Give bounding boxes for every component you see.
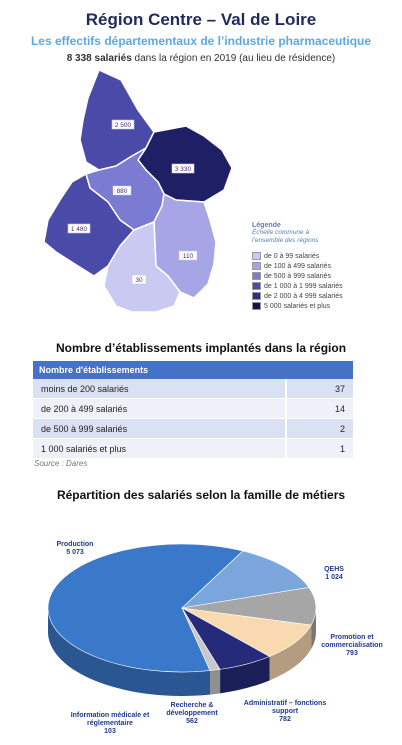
pie-slice-label: QEHS 1 024: [304, 566, 364, 582]
pie-slice: [181, 550, 310, 609]
department-label: 30: [135, 277, 143, 284]
establishments-table: Nombre d'établissements moins de 200 sal…: [33, 361, 353, 459]
legend-swatch: [252, 302, 261, 310]
pie-slice-value: 562: [186, 718, 198, 725]
pie-slice-value: 782: [279, 716, 291, 723]
establishments-table-title: Nombre d’établissements implantés dans l…: [55, 341, 347, 355]
pie-slice-value: 1 024: [325, 574, 343, 581]
pie-slice-value: 793: [346, 650, 358, 657]
row-label: de 200 à 499 salariés: [33, 398, 286, 419]
pie-slice-name: Administratif – fonctions support: [243, 700, 327, 715]
pie-slice-name: Production: [56, 541, 94, 548]
legend-item: de 500 à 999 salariés: [252, 271, 343, 281]
legend-swatch: [252, 262, 261, 270]
legend-item: de 0 à 99 salariés: [252, 251, 343, 261]
department-label: 1 480: [71, 226, 88, 233]
pie-slice-label: Recherche & développement 562: [152, 702, 232, 726]
legend-item: de 1 000 à 1 999 salariés: [252, 281, 343, 291]
legend-item: de 2 000 à 4 999 salariés: [252, 291, 343, 301]
region-map: 2 500 3 330 880 1 480 110 30: [43, 70, 233, 313]
table-row: moins de 200 salariés 37: [33, 379, 353, 399]
total-employees-line: 8 338 salariés dans la région en 2019 (a…: [0, 53, 402, 64]
pie-slice-value: 103: [104, 728, 116, 735]
pie-slice-side: [48, 608, 210, 696]
legend-label: de 500 à 999 salariés: [264, 272, 331, 280]
pie-slice: [47, 543, 244, 673]
total-employees-value: 8 338 salariés: [66, 53, 132, 64]
table-row: de 200 à 499 salariés 14: [33, 398, 353, 419]
department-30: [103, 221, 181, 313]
row-value: 14: [285, 398, 353, 419]
table-row: 1 000 salariés et plus 1: [33, 438, 353, 459]
legend-title: Légende: [252, 222, 281, 229]
department-label: 880: [117, 188, 128, 195]
page-subtitle: Les effectifs départementaux de l’indust…: [30, 34, 372, 48]
legend-swatch: [252, 272, 261, 280]
pie-slice-label: Administratif – fonctions support 782: [235, 700, 335, 724]
total-employees-text: dans la région en 2019 (au lieu de résid…: [131, 53, 336, 64]
row-value: 1: [285, 438, 353, 459]
legend-label: de 2 000 à 4 999 salariés: [264, 292, 343, 300]
legend-label: 5 000 salariés et plus: [264, 302, 331, 310]
pie-slice-side: [311, 608, 316, 650]
pie-slice-side: [209, 669, 221, 695]
page-title: Région Centre – Val de Loire: [85, 10, 317, 29]
row-label: moins de 200 salariés: [33, 379, 286, 399]
department-label: 2 500: [115, 122, 132, 129]
source-note: Source : Dares: [34, 459, 88, 468]
pie-slice: [181, 607, 221, 671]
pie-slice-label: Production 5 073: [40, 541, 110, 557]
pie-slice-value: 5 073: [66, 549, 84, 556]
legend-item: 5 000 salariés et plus: [252, 301, 343, 311]
pie-slice-name: Promotion et commercialisation: [321, 634, 383, 649]
legend-swatch: [252, 292, 261, 300]
legend-label: de 1 000 à 1 999 salariés: [264, 282, 343, 290]
pie-slice: [181, 607, 312, 657]
pie-slice-label: Promotion et commercialisation 793: [312, 634, 392, 658]
department-label: 110: [183, 253, 194, 260]
map-legend: Légende Échelle commune à l’ensemble des …: [252, 222, 343, 311]
pie-chart: [47, 543, 317, 696]
legend-subtitle: Échelle commune à: [252, 229, 310, 236]
legend-label: de 100 à 499 salariés: [264, 262, 331, 270]
legend-swatch: [252, 252, 261, 260]
pie-slice-name: QEHS: [324, 566, 344, 573]
department-label: 3 330: [175, 166, 192, 173]
legend-item: de 100 à 499 salariés: [252, 261, 343, 271]
pie-slice-name: Information médicale et réglementaire: [70, 712, 150, 727]
pie-slice-label: Information médicale et réglementaire 103: [60, 712, 160, 736]
legend-swatch: [252, 282, 261, 290]
pie-chart-title: Répartition des salariés selon la famill…: [56, 488, 346, 502]
row-label: de 500 à 999 salariés: [33, 418, 286, 439]
pie-slice-side: [269, 625, 312, 681]
legend-label: de 0 à 99 salariés: [264, 252, 320, 260]
row-label: 1 000 salariés et plus: [33, 438, 286, 459]
pie-slice: [181, 587, 317, 626]
legend-subtitle: l’ensemble des régions: [252, 237, 319, 244]
table-header: Nombre d'établissements: [33, 361, 353, 379]
pie-slice-side: [220, 656, 270, 694]
pie-slice-name: Recherche & développement: [166, 702, 218, 717]
row-value: 37: [285, 379, 353, 399]
row-value: 2: [285, 418, 353, 439]
table-row: de 500 à 999 salariés 2: [33, 418, 353, 439]
